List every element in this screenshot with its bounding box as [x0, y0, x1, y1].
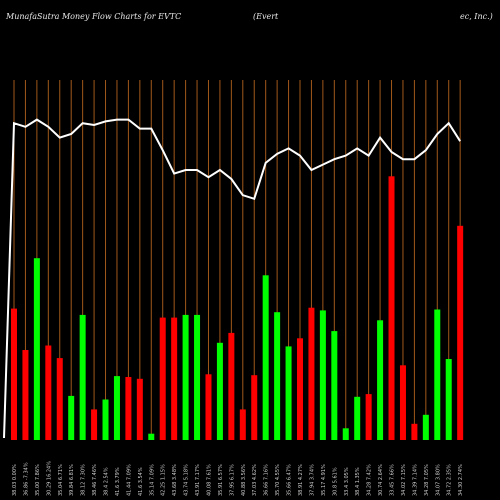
x-tick-label: 38.12 7.30%	[81, 464, 87, 496]
x-tick-label: 38.4 1.35%	[355, 467, 361, 496]
money-flow-bar	[79, 314, 86, 440]
money-flow-bar	[308, 307, 315, 440]
money-flow-bar	[377, 320, 384, 440]
money-flow-bar	[22, 350, 29, 440]
money-flow-bar	[45, 345, 52, 440]
money-flow-bar	[388, 176, 395, 441]
x-tick-label: 33.45 7.66%	[390, 464, 396, 496]
x-tick-label: 38.4 2.54%	[104, 467, 110, 496]
money-flow-bar	[274, 312, 281, 440]
money-flow-bar	[342, 428, 349, 440]
money-flow-bar	[91, 409, 98, 440]
money-flow-bar	[319, 310, 326, 440]
money-flow-bar	[171, 317, 178, 440]
x-tick-label: 36.66 7.16%	[264, 464, 270, 496]
money-flow-bar	[148, 433, 155, 440]
x-tick-label: 40.08 7.61%	[206, 464, 212, 496]
x-tick-label: 41.6 3.79%	[115, 467, 121, 496]
money-flow-bar	[239, 409, 246, 440]
x-tick-label: 35.00 7.86%	[35, 464, 41, 496]
x-tick-label: 37.95 6.17%	[229, 464, 235, 496]
money-flow-bars	[11, 176, 464, 441]
money-flow-bar	[194, 314, 201, 440]
x-tick-label: 43.91 7.17%	[195, 464, 201, 496]
money-flow-bar	[457, 225, 464, 440]
price-line-layer	[3, 118, 462, 439]
x-tick-label: 42.25 1.15%	[161, 464, 167, 496]
x-tick-label: 30.74 2.64%	[378, 464, 384, 496]
x-tick-label: 37.94 3.74%	[309, 464, 315, 496]
x-tick-label: 37.03 4.62%	[252, 464, 258, 496]
x-tick-label: 39.84 6.81%	[69, 464, 75, 496]
money-flow-bar	[411, 423, 418, 440]
x-tick-label: 38.91 4.27%	[298, 464, 304, 496]
money-flow-bar	[434, 309, 441, 440]
money-flow-bar	[445, 359, 452, 440]
price-line	[3, 118, 462, 439]
chart-title-right: ec, Inc.)	[460, 12, 493, 21]
money-flow-bar	[399, 365, 406, 440]
x-tick-label: 35.17 4.91%	[321, 464, 327, 496]
money-flow-bar	[216, 342, 223, 440]
money-flow-bar	[354, 396, 361, 440]
money-flow-bar	[297, 338, 303, 440]
x-tick-label: 38.03 0.00%	[12, 464, 18, 496]
money-flow-bar	[33, 258, 40, 440]
x-tick-label: 43.74 5.18%	[184, 464, 190, 496]
x-tick-label: 41.6 3.54%	[138, 467, 144, 496]
money-flow-bar	[113, 376, 120, 440]
x-tick-label: 34.72 2.35%	[447, 464, 453, 496]
x-tick-label: 30.29 16.24%	[46, 461, 52, 496]
money-flow-bar	[56, 358, 63, 440]
money-flow-bar	[251, 375, 258, 440]
x-tick-label: 35.66 6.47%	[287, 464, 293, 496]
money-flow-bar	[102, 399, 109, 440]
x-tick-label: 40.88 3.56%	[241, 464, 247, 496]
money-flow-bar	[285, 346, 292, 440]
x-tick-label: 34.28 7.05%	[424, 464, 430, 496]
money-flow-bar	[262, 275, 269, 440]
x-tick-label: 35.14 7.09%	[149, 464, 155, 496]
x-tick-label: 36.86 -7.34%	[23, 462, 29, 496]
money-flow-bar	[159, 317, 166, 440]
x-tick-label: 34.02 7.15%	[401, 464, 407, 496]
x-tick-label: 34.07 3.80%	[435, 464, 441, 496]
money-flow-bar	[136, 378, 143, 440]
x-tick-label: 43.68 3.48%	[172, 464, 178, 496]
x-tick-label: 38.46 7.46%	[92, 464, 98, 496]
money-flow-bar	[205, 374, 212, 440]
money-flow-bar	[331, 331, 338, 440]
x-tick-label: 35.04 6.71%	[58, 464, 64, 496]
x-tick-label: 35.70 4.55%	[275, 464, 281, 496]
x-tick-label: 34.39 7.14%	[412, 464, 418, 496]
money-flow-bar	[365, 394, 372, 440]
x-tick-label: 33.4 3.05%	[344, 467, 350, 496]
money-flow-bar	[182, 314, 189, 440]
chart-title-middle: (Evert	[253, 12, 279, 21]
money-flow-bar	[228, 332, 235, 440]
money-flow-bar	[11, 308, 17, 440]
x-tick-label: 35.91 6.57%	[218, 464, 224, 496]
money-flow-bar	[125, 377, 132, 440]
x-axis-labels: 38.03 0.00% 36.86 -7.34% 35.00 7.86% 30.29 …	[12, 461, 464, 496]
money-flow-bar	[422, 414, 429, 440]
chart-title: MunafaSutra Money Flow Charts for EVTC	[6, 12, 182, 21]
x-tick-label: 34.28 7.42%	[367, 464, 373, 496]
x-tick-label: 34.30 2.74%	[458, 464, 464, 496]
money-flow-bar	[68, 395, 75, 440]
x-tick-label: 30.8 5.61%	[332, 467, 338, 496]
x-tick-label: 41.44 7.09%	[126, 464, 132, 496]
